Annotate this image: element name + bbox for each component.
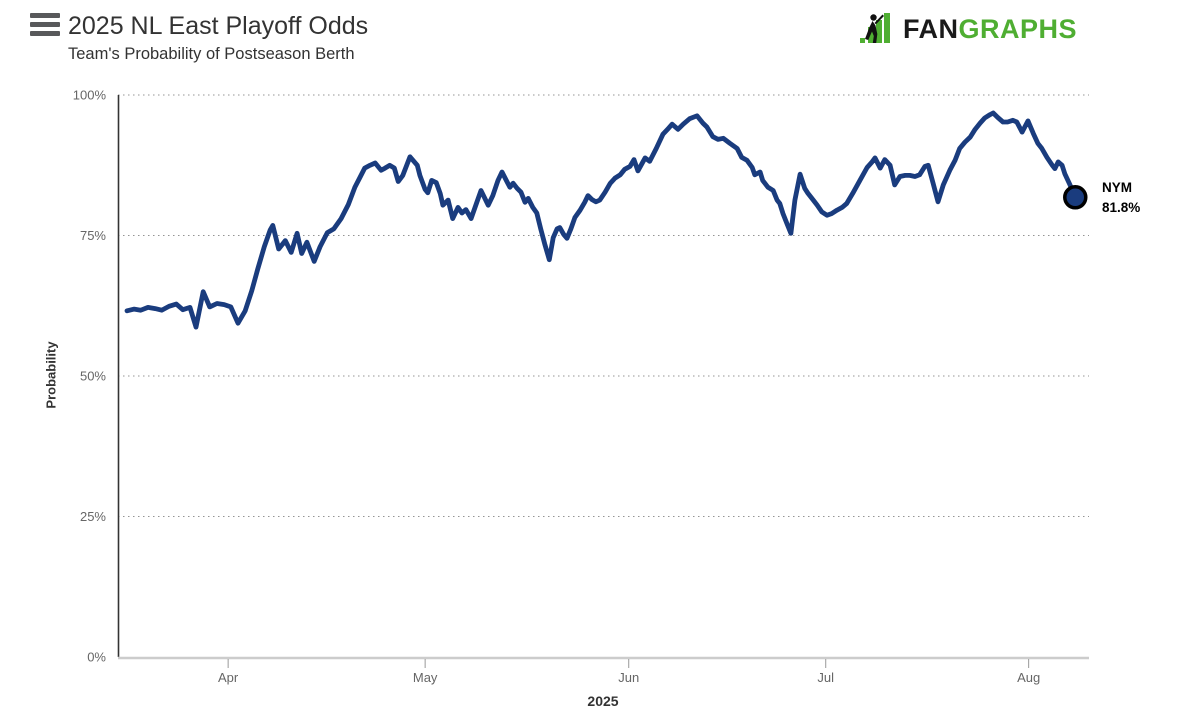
logo-text-graphs: GRAPHS [958,14,1077,44]
x-tick-label: May [413,670,438,685]
x-tick-label: Jun [618,670,639,685]
hamburger-icon [30,22,60,27]
odds-line-nym[interactable] [124,110,1078,330]
x-tick-label: Apr [218,670,239,685]
series-end-team: NYM [1102,180,1132,195]
hamburger-icon [30,31,60,36]
fangraphs-batter-icon [859,13,890,43]
chart-menu-button[interactable] [30,13,62,39]
y-tick-label: 100% [73,88,107,103]
page-title: 2025 NL East Playoff Odds [68,12,369,40]
x-axis-title: 2025 [587,693,619,709]
series-end-value: 81.8% [1102,200,1141,215]
x-tick-label: Jul [817,670,834,685]
y-tick-label: 25% [80,509,106,524]
page-subtitle: Team's Probability of Postseason Berth [68,45,355,63]
y-tick-label: 50% [80,369,106,384]
hamburger-icon [30,13,60,18]
fangraphs-logo: FAN GRAPHS [859,10,1077,44]
logo-text-fan: FAN [902,14,959,44]
chart-header: 2025 NL East Playoff Odds Team's Probabi… [68,12,368,64]
end-point-marker[interactable] [1063,185,1088,210]
y-tick-label: 75% [80,228,106,243]
y-tick-label: 0% [87,650,106,665]
series-end-label: NYM 81.8% [1102,178,1140,218]
x-tick-label: Aug [1017,670,1040,685]
